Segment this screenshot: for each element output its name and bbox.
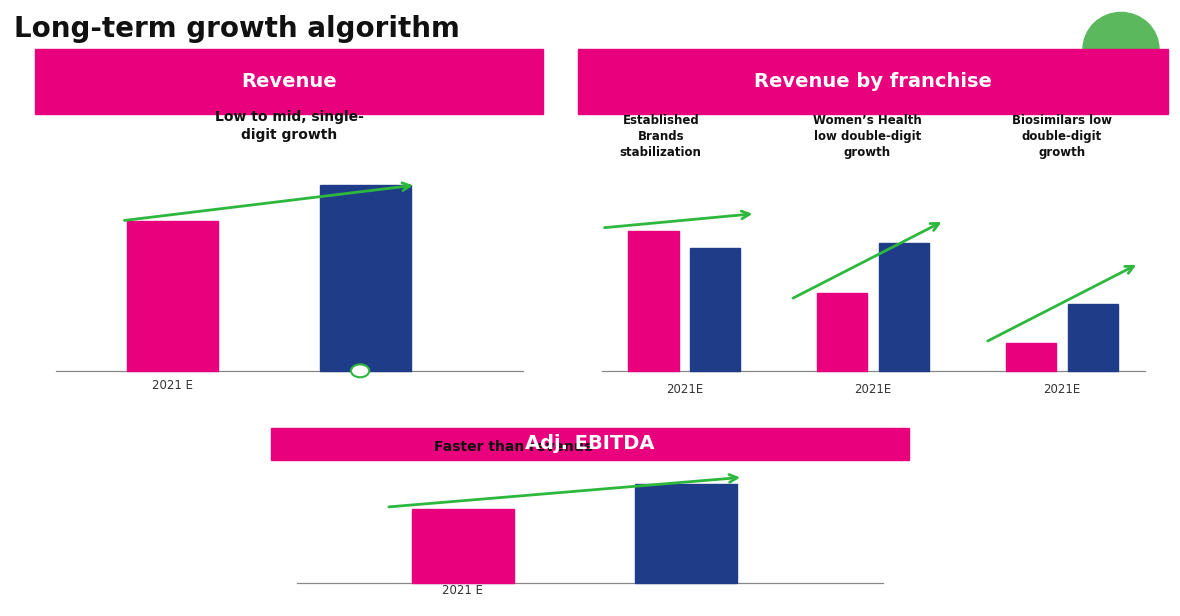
Text: Long-term growth algorithm: Long-term growth algorithm [14,15,460,43]
Bar [1068,304,1119,371]
Text: 2021E: 2021E [666,383,703,396]
Text: 2021 E: 2021 E [152,379,192,392]
Text: Faster than revenue: Faster than revenue [434,440,594,455]
Text: 2021E: 2021E [1043,383,1081,396]
Bar [271,428,909,460]
Bar [628,232,678,371]
Text: 2021E: 2021E [854,383,892,396]
Text: Adj. EBITDA: Adj. EBITDA [525,434,655,453]
Text: Revenue by franchise: Revenue by franchise [754,72,992,91]
Text: Low to mid, single-
digit growth: Low to mid, single- digit growth [215,110,363,142]
Text: Women’s Health
low double-digit
growth: Women’s Health low double-digit growth [813,113,922,158]
Text: Revenue: Revenue [241,72,337,91]
Circle shape [1083,12,1159,86]
Bar [320,185,411,371]
Text: Established
Brands
stabilization: Established Brands stabilization [620,113,702,158]
Bar [578,49,1168,113]
Bar [126,221,218,371]
Bar [35,49,543,113]
Text: Biosimilars low
double-digit
growth: Biosimilars low double-digit growth [1012,113,1112,158]
Bar [690,248,741,371]
Bar [817,293,867,371]
Bar [879,243,930,371]
Text: 2021 E: 2021 E [442,583,483,597]
Bar [1005,343,1056,371]
Circle shape [350,365,369,377]
Bar [412,509,513,583]
Bar [635,484,736,583]
